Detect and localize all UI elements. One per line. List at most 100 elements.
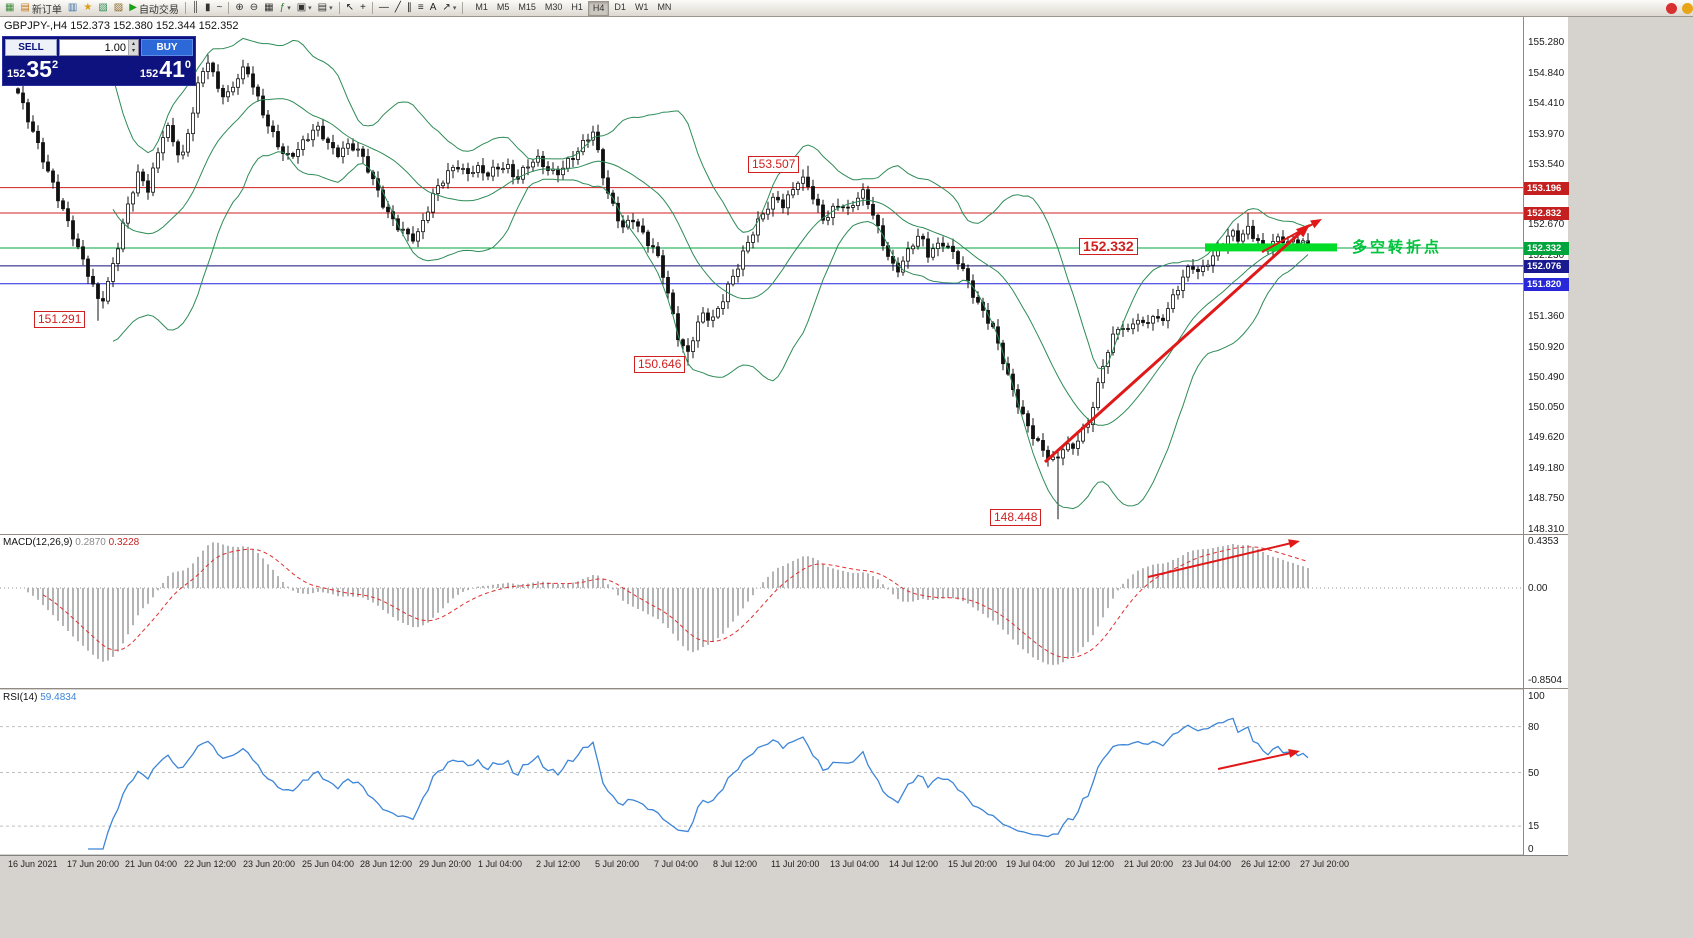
timeframe-MN[interactable]: MN <box>657 1 672 12</box>
timeframe-M30[interactable]: M30 <box>544 1 563 12</box>
arrows-icon: ↗ <box>442 2 451 13</box>
new-order-button[interactable]: ▤ 新订单 <box>18 1 63 16</box>
buy-button[interactable]: BUY <box>141 39 193 56</box>
main-price-chart[interactable] <box>0 17 1523 534</box>
rsi-axis-label: 80 <box>1528 722 1540 733</box>
rsi-axis-label: 15 <box>1528 821 1540 832</box>
terminal-icon[interactable]: ▨ <box>112 1 125 15</box>
bollinger-bands <box>112 37 1309 510</box>
fibonacci-icon: ≡ <box>417 2 424 13</box>
timeframe-M1[interactable]: M1 <box>475 1 488 12</box>
channel-icon[interactable]: ∥ <box>405 1 414 15</box>
fibonacci-icon[interactable]: ≡ <box>416 1 426 15</box>
time-axis-label: 27 Jul 20:00 <box>1300 859 1350 869</box>
timeframe-H1[interactable]: H1 <box>571 1 583 12</box>
macd-indicator-panel[interactable] <box>0 535 1523 688</box>
price-axis-badge: 152.832 <box>1524 207 1569 220</box>
volume-increase-button[interactable]: ▴ <box>131 40 135 47</box>
arrows-icon[interactable]: ↗ ▾ <box>440 1 458 15</box>
price-axis-label: 151.360 <box>1528 311 1565 322</box>
horizontal-line-icon: — <box>378 2 389 13</box>
text-icon: A <box>429 2 437 13</box>
time-axis[interactable]: 16 Jun 2021 17 Jun 20:00 21 Jun 04:00 22 Ju… <box>0 855 1568 872</box>
trend-arrow[interactable] <box>1147 541 1295 578</box>
templates-icon[interactable]: ▤ ▾ <box>316 1 335 15</box>
line-chart-icon: ~ <box>216 2 223 13</box>
price-axis-label: 153.970 <box>1528 129 1565 140</box>
bar-chart-icon[interactable]: ║ <box>190 1 201 15</box>
trend-arrow[interactable] <box>1043 227 1306 464</box>
alert-icon[interactable] <box>1666 2 1677 14</box>
horizontal-line-icon[interactable]: — <box>377 1 391 15</box>
autotrade-button[interactable]: ▶ 自动交易 <box>127 1 181 16</box>
toolbar-separator <box>338 2 340 14</box>
price-label-annotation[interactable]: 150.646 <box>634 356 686 373</box>
dropdown-caret-icon: ▾ <box>308 5 312 12</box>
time-axis-label: 15 Jul 20:00 <box>948 859 998 869</box>
timeframe-W1[interactable]: W1 <box>634 1 649 12</box>
time-axis-label: 14 Jul 12:00 <box>889 859 939 869</box>
price-axis-badge: 152.076 <box>1524 260 1569 273</box>
timeframe-M15[interactable]: M15 <box>518 1 536 12</box>
price-axis-label: 148.750 <box>1528 493 1565 504</box>
indicators-icon[interactable]: ƒ ▾ <box>278 1 293 15</box>
zoom-out-icon[interactable]: ⊖ <box>248 1 260 15</box>
zoom-out-icon: ⊖ <box>249 2 259 13</box>
timeframe-toolbar: M1 M5 M15 M30 H1 H4 D1 W1 MN <box>471 0 675 16</box>
line-chart-icon[interactable]: ~ <box>215 1 225 15</box>
trend-arrow-head <box>1288 539 1300 548</box>
trend-arrow[interactable] <box>1217 751 1295 770</box>
price-axis-badge: 153.196 <box>1524 182 1569 195</box>
macd-axis-label: 0.4353 <box>1528 536 1559 547</box>
zoom-in-icon[interactable]: ⊕ <box>233 1 245 15</box>
price-label-annotation[interactable]: 152.332 <box>1079 238 1138 255</box>
market-watch-icon[interactable]: ▥ <box>66 1 79 15</box>
periods-icon[interactable]: ▣ ▾ <box>295 1 314 15</box>
horizontal-lines-layer[interactable] <box>0 187 1523 285</box>
volume-input[interactable] <box>60 40 128 55</box>
trend-arrow[interactable] <box>1261 221 1318 253</box>
time-axis-label: 23 Jun 20:00 <box>243 859 296 869</box>
data-window-icon[interactable]: ★ <box>81 1 94 15</box>
price-axis-label: 154.840 <box>1528 68 1565 79</box>
time-axis-label: 28 Jun 12:00 <box>360 859 413 869</box>
autotrade-button-label: 自动交易 <box>138 4 179 16</box>
toolbar: ▦ ▤ 新订单 ▥ ★ ▧ ▨ ▶ 自动交易 ║ ▮ ~ ⊕ ⊖ ▦ ƒ ▾ ▣ ▾ ▤ ▾ ↖ + — ╱ ∥ ≡ A ↗ ▾ M1 M5 M… <box>0 0 1693 17</box>
timeframe-D1[interactable]: D1 <box>614 1 626 12</box>
candlestick-chart-icon[interactable]: ▮ <box>203 1 213 15</box>
price-label-annotation[interactable]: 153.507 <box>748 156 800 173</box>
price-axis-label: 150.920 <box>1528 342 1565 353</box>
timeframe-M5[interactable]: M5 <box>496 1 510 12</box>
time-axis-label: 21 Jun 04:00 <box>125 859 178 869</box>
price-axis-label: 148.310 <box>1528 524 1565 535</box>
panel-separator[interactable] <box>0 688 1568 689</box>
tile-windows-icon: ▦ <box>264 2 274 13</box>
time-axis-label: 19 Jul 04:00 <box>1006 859 1056 869</box>
new-order-button-label: 新订单 <box>31 4 62 16</box>
chart-note-text[interactable]: 多空转折点 <box>1352 239 1443 256</box>
news-icon[interactable] <box>1682 2 1693 14</box>
trend-arrow-head <box>1288 749 1300 758</box>
cursor-icon[interactable]: ↖ <box>344 1 356 15</box>
price-label-annotation[interactable]: 151.291 <box>34 311 86 328</box>
indicators-icon: ƒ <box>279 2 286 13</box>
time-axis-label: 2 Jul 12:00 <box>536 859 581 869</box>
text-icon[interactable]: A <box>428 1 439 15</box>
time-axis-label: 25 Jun 04:00 <box>302 859 355 869</box>
navigator-icon[interactable]: ▧ <box>96 1 109 15</box>
price-axis-label: 153.540 <box>1528 159 1565 170</box>
rsi-indicator-panel[interactable] <box>0 690 1523 854</box>
price-axis[interactable]: 155.280 154.840 154.410 153.970 153.540 152.6… <box>1523 17 1569 855</box>
sell-button[interactable]: SELL <box>5 39 57 56</box>
tile-windows-icon[interactable]: ▦ <box>262 1 275 15</box>
timeframe-H4[interactable]: H4 <box>587 0 610 16</box>
trendline-icon[interactable]: ╱ <box>393 1 403 15</box>
dropdown-caret-icon: ▾ <box>452 5 457 12</box>
terminal-icon: ▨ <box>113 2 124 13</box>
volume-decrease-button[interactable]: ▾ <box>131 48 135 55</box>
crosshair-icon[interactable]: + <box>358 1 368 15</box>
time-axis-label: 5 Jul 20:00 <box>595 859 640 869</box>
price-label-annotation[interactable]: 148.448 <box>990 509 1042 526</box>
panel-separator[interactable] <box>0 534 1568 535</box>
new-chart-icon[interactable]: ▦ <box>3 1 16 15</box>
